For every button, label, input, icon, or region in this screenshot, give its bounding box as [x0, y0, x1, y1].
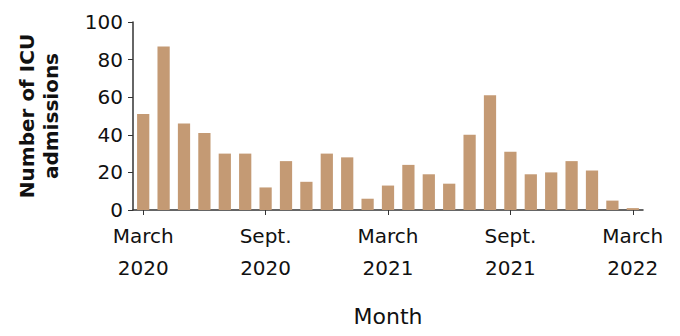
svg-text:March: March — [113, 224, 174, 248]
svg-text:March: March — [602, 224, 663, 248]
svg-text:Sept.: Sept. — [240, 224, 292, 248]
svg-text:2020: 2020 — [118, 256, 169, 280]
svg-text:Month: Month — [354, 304, 423, 329]
svg-text:admissions: admissions — [39, 53, 63, 179]
svg-text:40: 40 — [98, 123, 123, 147]
svg-text:2021: 2021 — [363, 256, 414, 280]
svg-text:20: 20 — [98, 160, 123, 184]
svg-text:Sept.: Sept. — [484, 224, 536, 248]
svg-text:2020: 2020 — [240, 256, 291, 280]
svg-text:March: March — [358, 224, 419, 248]
svg-text:60: 60 — [98, 85, 123, 109]
svg-text:Number of ICU: Number of ICU — [15, 34, 39, 198]
svg-text:0: 0 — [110, 198, 123, 222]
svg-text:80: 80 — [98, 48, 123, 72]
svg-text:100: 100 — [85, 10, 123, 34]
svg-text:2021: 2021 — [485, 256, 536, 280]
svg-text:2022: 2022 — [607, 256, 658, 280]
